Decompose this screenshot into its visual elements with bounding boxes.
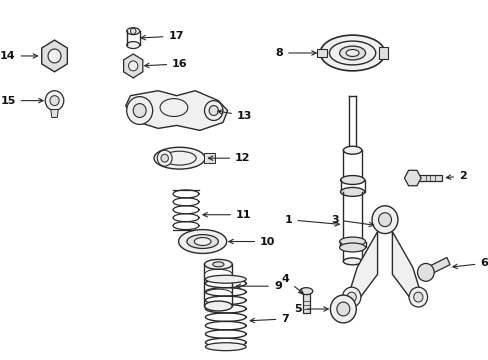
Circle shape: [45, 91, 63, 111]
Ellipse shape: [163, 151, 196, 165]
Circle shape: [157, 150, 172, 166]
Text: 13: 13: [217, 110, 252, 121]
Text: 9: 9: [236, 281, 281, 291]
Circle shape: [126, 96, 152, 125]
Ellipse shape: [186, 235, 218, 248]
Polygon shape: [51, 109, 58, 117]
Circle shape: [378, 213, 391, 227]
Ellipse shape: [126, 28, 140, 35]
Text: 2: 2: [446, 171, 466, 181]
Circle shape: [161, 154, 168, 162]
Polygon shape: [317, 49, 326, 57]
Bar: [302, 291, 309, 313]
Ellipse shape: [205, 343, 245, 351]
Polygon shape: [204, 153, 214, 163]
Text: 1: 1: [284, 215, 339, 226]
Circle shape: [130, 28, 136, 34]
Ellipse shape: [126, 41, 140, 49]
Circle shape: [371, 206, 397, 234]
Ellipse shape: [339, 237, 365, 246]
Text: 3: 3: [330, 215, 373, 227]
Circle shape: [346, 292, 356, 302]
Polygon shape: [421, 257, 449, 277]
Circle shape: [417, 264, 433, 281]
Text: 12: 12: [208, 153, 250, 163]
Text: 8: 8: [275, 48, 316, 58]
Ellipse shape: [178, 230, 226, 253]
Text: 10: 10: [228, 237, 275, 247]
Ellipse shape: [212, 262, 224, 267]
Circle shape: [342, 287, 360, 307]
Ellipse shape: [204, 301, 232, 311]
Text: 14: 14: [0, 51, 38, 61]
Polygon shape: [125, 91, 227, 130]
Polygon shape: [378, 47, 387, 59]
Ellipse shape: [343, 146, 361, 154]
Ellipse shape: [160, 99, 187, 117]
Circle shape: [408, 287, 427, 307]
Polygon shape: [404, 170, 420, 186]
Polygon shape: [41, 40, 67, 72]
Circle shape: [128, 61, 138, 71]
Ellipse shape: [320, 35, 384, 71]
Text: 4: 4: [281, 274, 303, 293]
Circle shape: [330, 295, 356, 323]
Ellipse shape: [205, 275, 245, 283]
Ellipse shape: [299, 288, 312, 294]
Text: 7: 7: [250, 314, 288, 324]
Ellipse shape: [343, 258, 361, 265]
Ellipse shape: [346, 50, 358, 57]
Ellipse shape: [340, 176, 364, 184]
Text: 5: 5: [293, 304, 327, 314]
Ellipse shape: [339, 243, 365, 252]
Circle shape: [48, 49, 61, 63]
Circle shape: [209, 105, 218, 116]
Circle shape: [50, 96, 59, 105]
Text: 17: 17: [141, 31, 183, 41]
Polygon shape: [123, 54, 142, 78]
Circle shape: [413, 292, 422, 302]
Ellipse shape: [154, 147, 204, 169]
Ellipse shape: [340, 188, 364, 196]
Ellipse shape: [204, 260, 232, 269]
Text: 6: 6: [452, 258, 487, 269]
Text: 15: 15: [0, 96, 43, 105]
Circle shape: [204, 100, 223, 121]
Bar: [412, 175, 442, 181]
Polygon shape: [347, 231, 377, 304]
Polygon shape: [391, 231, 421, 304]
Ellipse shape: [194, 238, 210, 246]
Text: 16: 16: [144, 59, 187, 69]
Text: 11: 11: [203, 210, 251, 220]
Circle shape: [336, 302, 349, 316]
Ellipse shape: [339, 46, 365, 60]
Circle shape: [133, 104, 146, 117]
